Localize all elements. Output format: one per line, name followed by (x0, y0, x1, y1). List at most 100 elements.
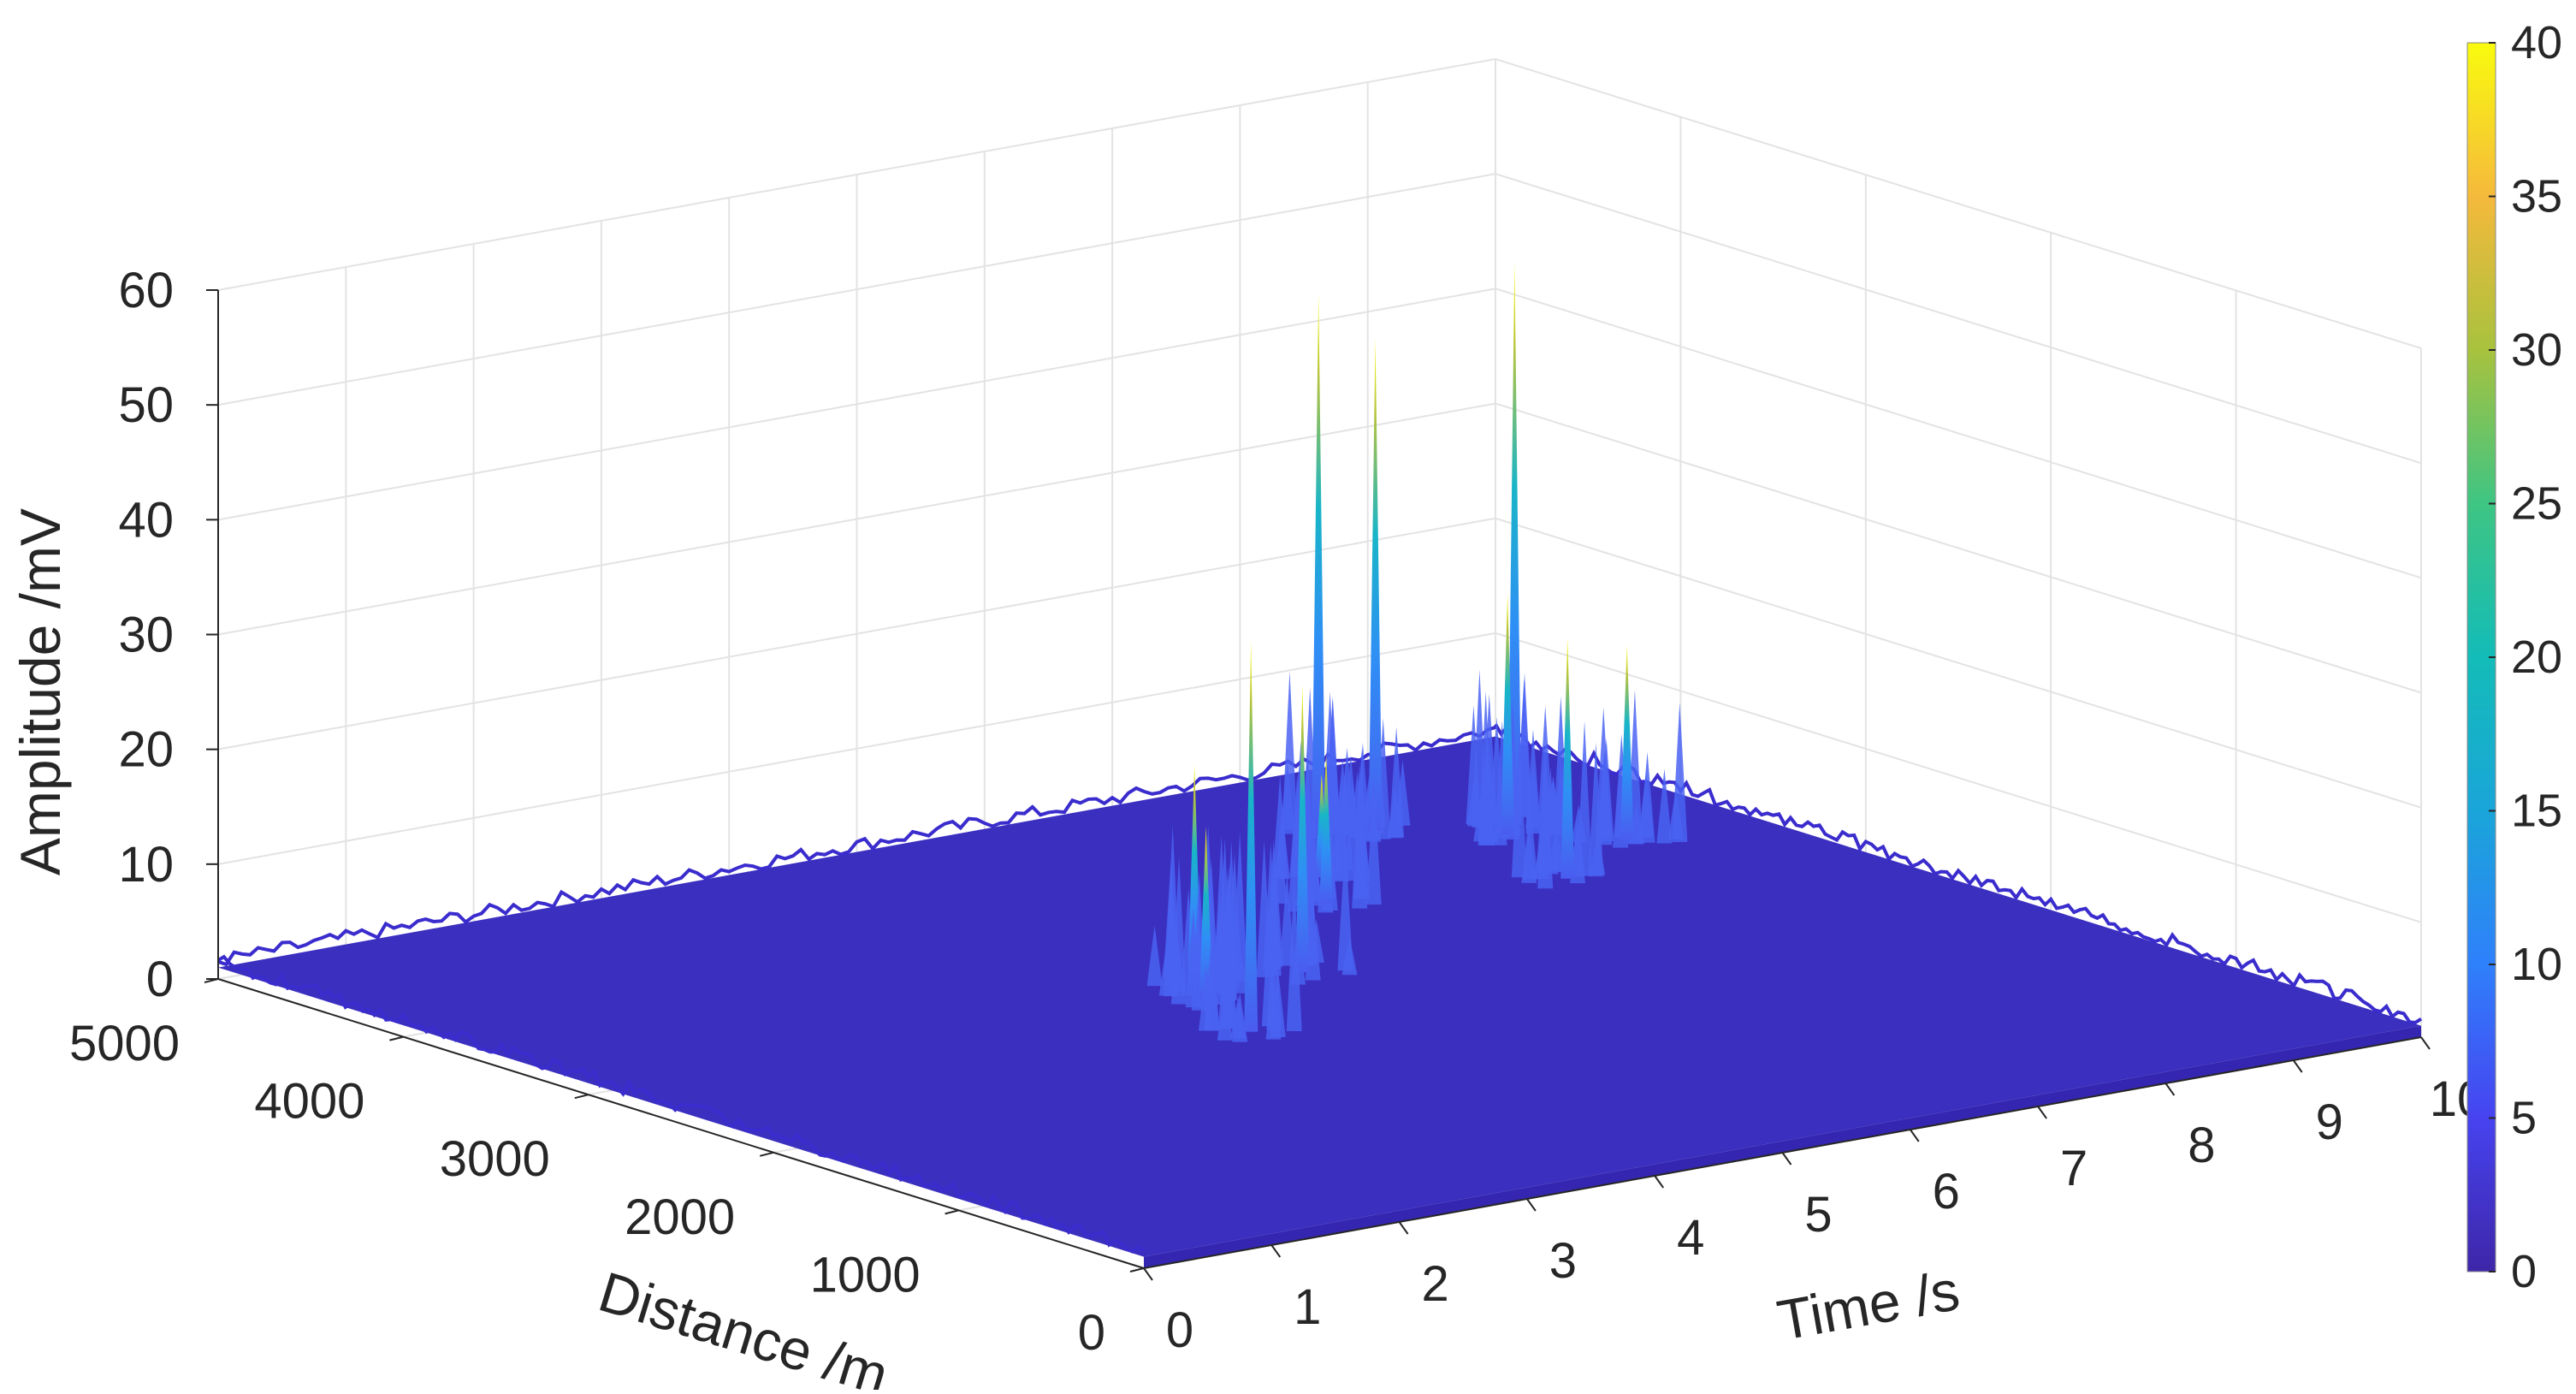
distance-tick-label: 4000 (254, 1074, 364, 1130)
peak-spike (1620, 645, 1634, 841)
amplitude-tick-label: 50 (118, 377, 174, 433)
gridline-amplitude (217, 517, 2422, 809)
peak-clutter (1637, 772, 1654, 838)
surface-noise-left (216, 954, 1145, 1254)
gridline-amplitude (217, 173, 2422, 465)
colorbar-tick-label: 20 (2511, 632, 2562, 683)
surface-front-edge (1144, 1025, 2421, 1268)
distance-tick-label: 5000 (69, 1016, 180, 1071)
peak-clutter (1279, 872, 1295, 966)
distance-tick-mark (1129, 1267, 1145, 1272)
colorbar-tick-label: 10 (2511, 939, 2562, 990)
peak-clutter (1261, 902, 1277, 1027)
gridline-amplitude (217, 288, 2422, 579)
distance-axis-line (217, 978, 1145, 1269)
gridline-amplitude (217, 402, 2422, 694)
peak-cluster (1199, 641, 1302, 1042)
colorbar-tick-label: 30 (2511, 324, 2562, 376)
peak-clutter (1598, 738, 1614, 842)
colorbar-tick-label: 35 (2511, 171, 2562, 222)
peak-clutter (1365, 780, 1382, 905)
peak-clutter (1204, 929, 1220, 1031)
time-tick-mark (2164, 1083, 2176, 1096)
peak-spike (1507, 261, 1522, 825)
peak-clutter (1146, 925, 1163, 987)
peak-clutter (1667, 789, 1684, 839)
time-tick-mark (1398, 1221, 1409, 1235)
amplitude-axis-title: Amplitude /mV (9, 508, 72, 875)
time-tick-mark (2420, 1036, 2431, 1050)
time-tick-mark (1143, 1267, 1153, 1281)
time-axis-title: Time /s (1773, 1258, 1963, 1352)
peak-cluster (1466, 261, 1572, 828)
peak-clutter (1577, 721, 1593, 876)
peak-clutter (1185, 908, 1201, 1008)
peak-clutter (1522, 801, 1538, 880)
peak-clutter (1230, 996, 1247, 1039)
peak-clutter (1543, 767, 1559, 875)
peak-spike (1501, 593, 1515, 835)
peak-cluster (1571, 645, 1688, 848)
time-tick-label: 9 (2316, 1094, 2343, 1150)
time-tick-mark (2292, 1059, 2303, 1073)
colorbar-tick-label: 15 (2511, 786, 2562, 837)
gridline-amplitude (217, 632, 2422, 923)
colorbar-tick-label: 5 (2511, 1093, 2537, 1144)
peak-clutter (1282, 671, 1298, 830)
time-tick-label: 8 (2188, 1118, 2215, 1173)
amplitude-tick-label: 10 (118, 837, 174, 893)
time-tick-label: 6 (1933, 1164, 1960, 1219)
colorbar-tick-label: 25 (2511, 478, 2562, 530)
peak-spike (1560, 638, 1575, 879)
time-tick-label: 1 (1294, 1279, 1321, 1335)
time-tick-label: 2 (1421, 1256, 1448, 1312)
time-tick-label: 4 (1677, 1210, 1704, 1266)
time-tick-mark (2037, 1106, 2047, 1119)
axes-layer: 0 1 2 3 4 5 6 7 8 9 100100020003000400050000102030… (9, 263, 2484, 1394)
distance-tick-mark (759, 1151, 774, 1157)
surface-noise-back (217, 726, 1496, 967)
peak-spike (1319, 755, 1334, 905)
amplitude-tick-label: 0 (146, 952, 174, 1007)
peak-clutter (1511, 733, 1527, 878)
distance-tick-label: 1000 (810, 1247, 921, 1302)
time-tick-label: 5 (1804, 1187, 1832, 1243)
peak-spike (1368, 337, 1383, 832)
peak-clutter (1222, 953, 1238, 1025)
peak-clutter (1387, 787, 1403, 839)
distance-tick-mark (389, 1035, 404, 1041)
peak-clutter (1395, 759, 1411, 826)
peak-spike (1295, 685, 1310, 973)
colorbar: 0 5 10 15 20 25 30 35 40 (2466, 17, 2562, 1297)
peak-clutter (1308, 919, 1324, 963)
peak-clutter (1270, 968, 1286, 1038)
distance-tick-label: 2000 (625, 1189, 735, 1245)
gridline-amplitude (217, 57, 2422, 349)
peak-clutter (1337, 840, 1353, 971)
peak-spike (1199, 827, 1213, 1000)
peak-clutter (1588, 742, 1604, 877)
time-tick-label: 3 (1549, 1233, 1577, 1289)
time-tick-label: 0 (1166, 1302, 1193, 1358)
time-tick-mark (1526, 1198, 1537, 1212)
peak-clutter (1656, 768, 1673, 844)
surface-layer (216, 261, 2423, 1268)
peak-clutter (1272, 774, 1288, 879)
colorbar-tick-label: 40 (2511, 17, 2562, 68)
peak-spike (1244, 641, 1258, 1032)
amplitude-tick-label: 20 (118, 722, 174, 778)
distance-tick-label: 0 (1078, 1305, 1105, 1361)
time-tick-mark (1781, 1152, 1792, 1166)
peak-clutter (1286, 878, 1302, 1032)
peak-clutter (1163, 871, 1179, 997)
amplitude-tick-label: 40 (118, 492, 174, 548)
time-tick-mark (1654, 1175, 1665, 1189)
distance-tick-label: 3000 (440, 1131, 550, 1187)
distance-tick-mark (574, 1094, 589, 1100)
peak-spike (1312, 293, 1326, 833)
colorbar-tick-label: 0 (2511, 1246, 2537, 1297)
peak-clutter (1473, 792, 1489, 842)
time-tick-mark (1270, 1244, 1282, 1258)
